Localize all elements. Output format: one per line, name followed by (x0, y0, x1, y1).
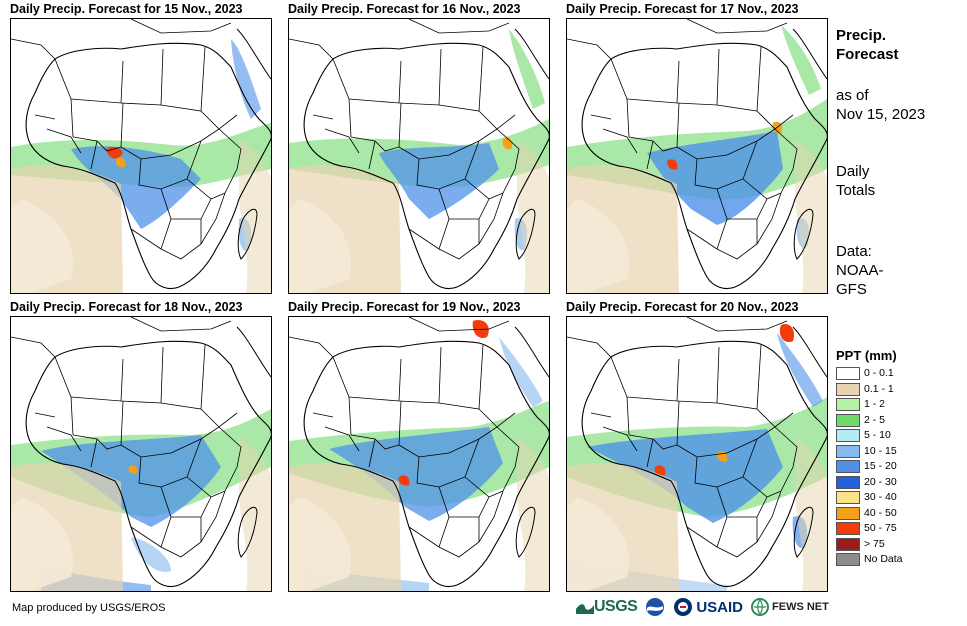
legend-label: 40 - 50 (864, 506, 897, 519)
legend-swatch (836, 367, 860, 380)
rain-core (667, 159, 678, 170)
rain-band-medium (71, 146, 201, 229)
rain-patch (781, 25, 821, 95)
legend-swatch (836, 413, 860, 427)
sidebar-totals-line1: Daily (836, 163, 870, 180)
precip-map (10, 18, 272, 294)
rain-patch (777, 333, 823, 407)
legend-label: No Data (864, 553, 903, 565)
legend-swatch (836, 506, 860, 520)
legend-title: PPT (mm) (836, 348, 897, 363)
usaid-logo-text: USAID (696, 598, 744, 616)
rain-patch (131, 537, 171, 572)
legend-swatch (836, 460, 860, 473)
legend-swatch (836, 398, 860, 411)
legend-label: > 75 (864, 537, 885, 550)
panel-title: Daily Precip. Forecast for 15 Nov., 2023 (10, 2, 243, 16)
legend-label: 0 - 0.1 (864, 367, 894, 379)
panel-title: Daily Precip. Forecast for 20 Nov., 2023 (566, 300, 799, 314)
sidebar-totals-line2: Totals (836, 182, 876, 199)
sidebar-data-line3: GFS (836, 281, 867, 298)
usgs-logo-text: USGS (594, 598, 638, 615)
legend-label: 50 - 75 (864, 522, 897, 534)
legend-label: 30 - 40 (864, 491, 897, 503)
rain-band-medium (379, 143, 499, 219)
legend-swatch (836, 491, 860, 504)
legend-swatch (836, 429, 860, 442)
noaa-logo (645, 597, 665, 617)
legend-label: 10 - 15 (864, 444, 897, 457)
precip-map (288, 18, 550, 294)
rain-patch (509, 29, 545, 109)
legend-label: 15 - 20 (864, 460, 897, 472)
legend-swatch (836, 444, 860, 458)
noaa-seal-icon (646, 598, 665, 616)
legend-label: 0.1 - 1 (864, 382, 894, 395)
panel-title: Daily Precip. Forecast for 16 Nov., 2023 (288, 2, 521, 16)
legend-swatch (836, 475, 860, 489)
fews-logo: FEWS NET (751, 598, 829, 616)
sidebar-asof: as of Nov 15, 2023 (836, 86, 925, 124)
precip-map (566, 316, 828, 592)
legend-label: 2 - 5 (864, 413, 886, 426)
rain-core (779, 323, 795, 343)
panel-title: Daily Precip. Forecast for 17 Nov., 2023 (566, 2, 799, 16)
rain-band-medium (587, 429, 783, 523)
precip-map (566, 18, 828, 294)
sidebar-totals: Daily Totals (836, 162, 875, 200)
sidebar-data-source: Data: NOAA- GFS (836, 242, 884, 299)
legend-label: 5 - 10 (864, 429, 891, 441)
fews-globe-icon (751, 598, 770, 616)
usgs-logo: USGS (576, 598, 638, 616)
precip-map (288, 316, 550, 592)
panel-title: Daily Precip. Forecast for 19 Nov., 2023 (288, 300, 521, 314)
usaid-seal-icon (674, 598, 693, 616)
sidebar-data-line1: Data: (836, 243, 872, 260)
legend-swatch (836, 522, 860, 535)
rain-core (128, 465, 138, 474)
fews-logo-text: FEWS NET (772, 601, 829, 613)
rain-core (115, 157, 126, 168)
legend-label: 1 - 2 (864, 398, 886, 410)
rain-band-medium (647, 131, 783, 225)
legend-label: 20 - 30 (864, 475, 897, 488)
panel-title: Daily Precip. Forecast for 18 Nov., 2023 (10, 300, 243, 314)
sidebar-title-line2: Forecast (836, 46, 899, 63)
rain-band-medium (41, 435, 221, 527)
sidebar-asof-line2: Nov 15, 2023 (836, 106, 926, 123)
usaid-logo: USAID (673, 597, 743, 617)
legend-swatch (836, 382, 860, 396)
rain-core (654, 465, 666, 476)
map-credit: Map produced by USGS/EROS (12, 602, 166, 614)
sidebar-asof-line1: as of (836, 87, 869, 104)
rain-patch (499, 337, 543, 407)
rain-patch (231, 39, 261, 119)
sidebar-data-line2: NOAA- (836, 262, 884, 279)
sidebar-title-line1: Precip. (836, 27, 887, 44)
sidebar-title: Precip. Forecast (836, 26, 899, 64)
rain-core (398, 475, 410, 486)
legend-swatch (836, 553, 860, 566)
precip-map (10, 316, 272, 592)
legend-swatch (836, 537, 860, 551)
usgs-wave-icon (576, 604, 594, 614)
partner-logos: USGS USAID FEWS NET (576, 596, 837, 618)
